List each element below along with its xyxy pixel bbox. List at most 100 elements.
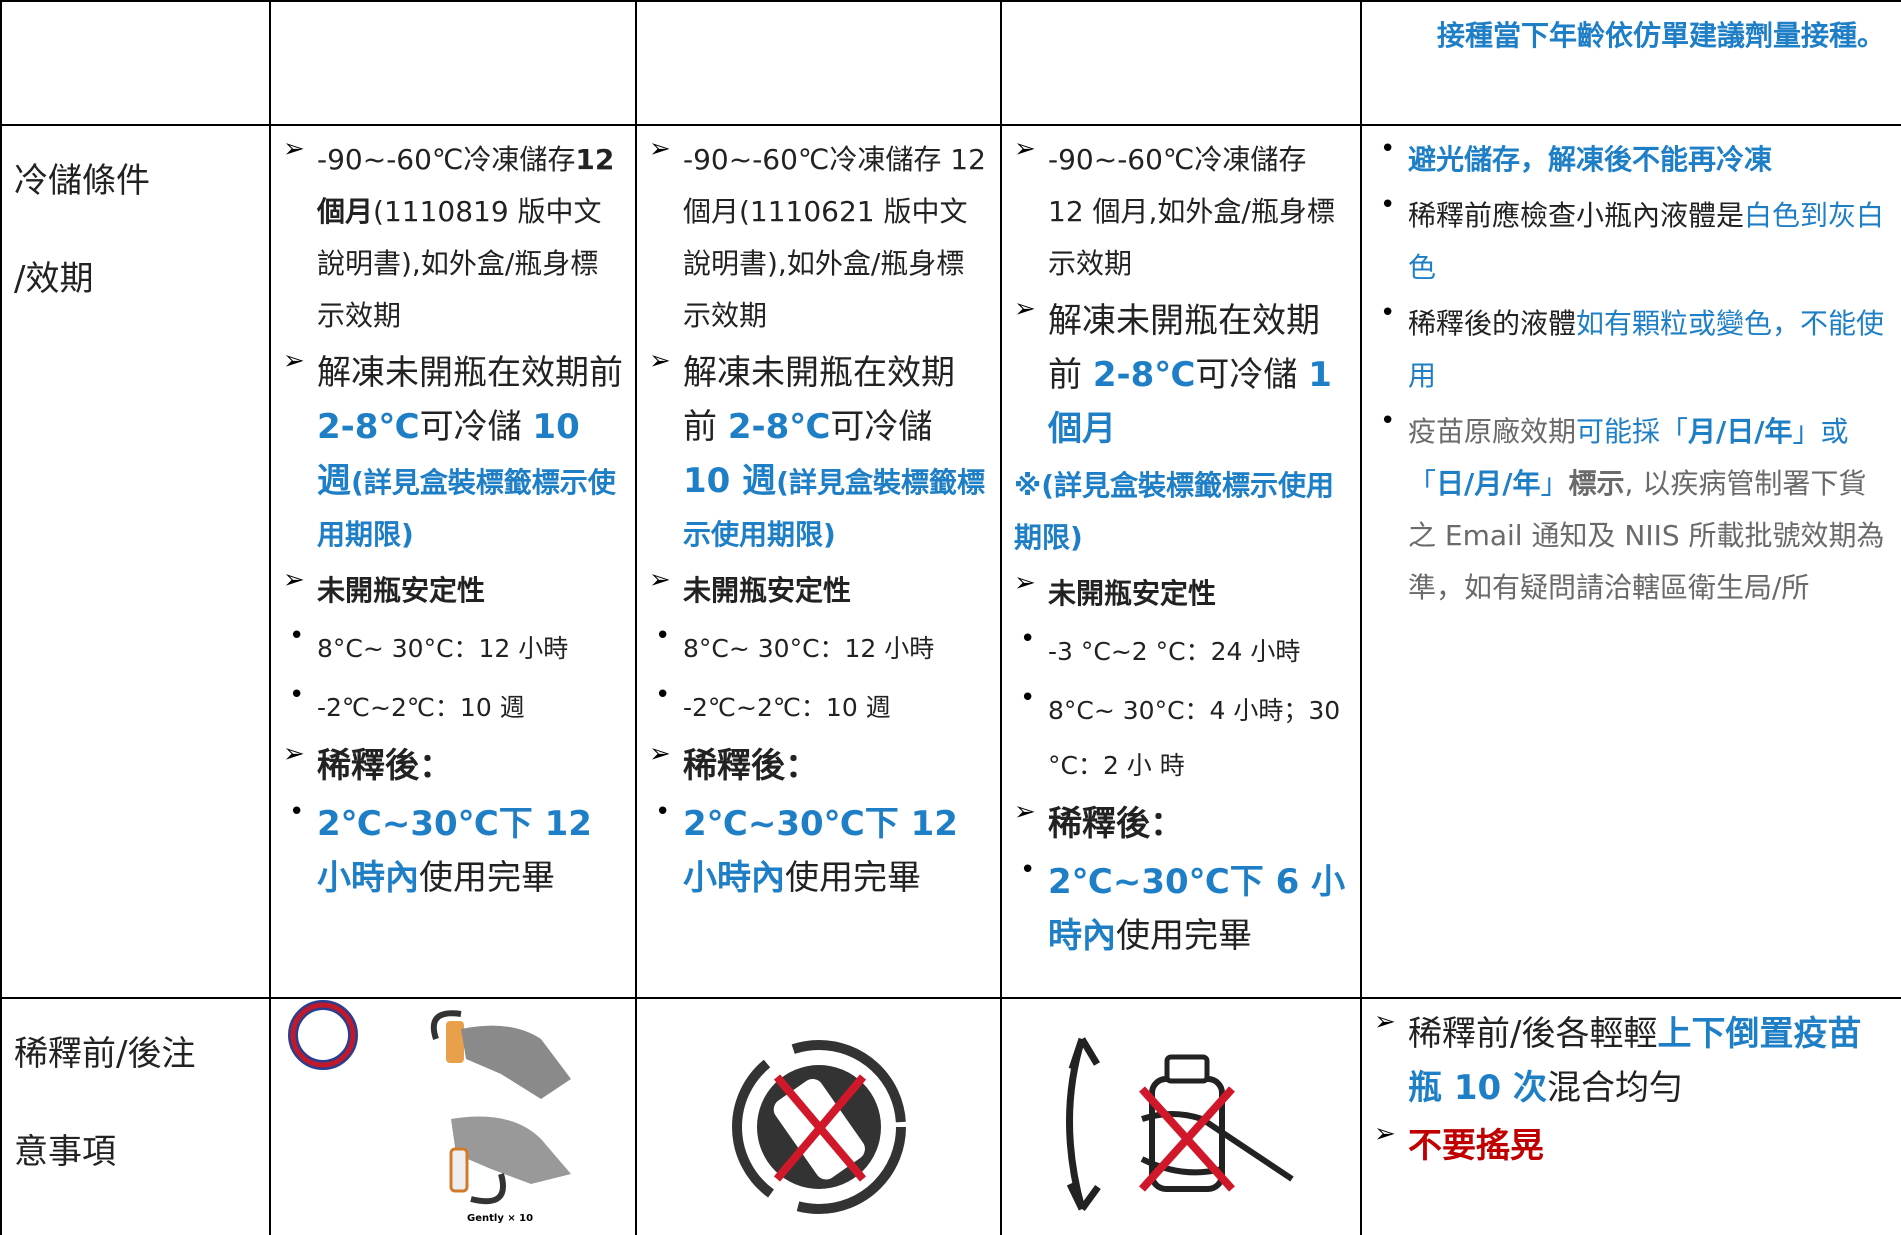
table-row: 冷儲條件/效期 -90~-60℃冷凍儲存12 個月(1110819 版中文說明書… bbox=[0, 124, 1901, 999]
invert-illustration: Gently × 10 bbox=[288, 1000, 571, 1224]
text-run: 日/月/年 bbox=[1436, 467, 1541, 500]
text-run: (1110819 版中文說明書),如外盒/瓶身標示效期 bbox=[317, 195, 602, 332]
paragraph: 2℃~30℃下 12 小時內使用完畢 bbox=[283, 797, 623, 905]
text-run: 10 週 bbox=[317, 407, 580, 501]
cell: 接種當下年齡依仿單建議劑量接種。 bbox=[1360, 0, 1901, 126]
text-run: 使用完畢 bbox=[419, 858, 555, 898]
text-run: 稀釋前/後各輕輕 bbox=[1408, 1014, 1658, 1054]
text-run: -90~-60℃冷凍儲存 12 個月(1110621 版中文說明書),如外盒/瓶… bbox=[683, 143, 986, 332]
text-run: 稀釋前應檢查小瓶內液體是 bbox=[1408, 199, 1745, 232]
cell: 稀釋前/後注 意事項 bbox=[0, 997, 271, 1235]
text-run: 2-8℃ bbox=[317, 407, 420, 447]
text-run: 可冷儲 bbox=[419, 407, 533, 447]
no-shake-illustration bbox=[732, 1040, 906, 1214]
text-run: 月/日/年 bbox=[1688, 415, 1793, 448]
cell bbox=[269, 0, 637, 126]
cell: 避光儲存，解凍後不能再冷凍稀釋前應檢查小瓶內液體是白色到灰白色稀釋後的液體如有顆… bbox=[1360, 124, 1901, 999]
text-run: 2-8℃ bbox=[1092, 355, 1196, 395]
cell: 稀釋前/後各輕輕上下倒置疫苗瓶 10 次混合均勻不要搖晃 bbox=[1360, 997, 1901, 1235]
text-run: -2℃~2℃：10 週 bbox=[317, 693, 525, 722]
text-run: 解凍未開瓶在效期前 bbox=[317, 353, 623, 393]
paragraph: 避光儲存，解凍後不能再冷凍 bbox=[1374, 134, 1889, 186]
text-run: 2℃~30℃下 12 小時內 bbox=[683, 804, 958, 898]
paragraph: 稀釋後： bbox=[283, 739, 623, 793]
text-run: 2℃~30℃下 12 小時內 bbox=[317, 804, 592, 898]
text-run: 稀釋後： bbox=[1048, 804, 1184, 844]
paragraph: /效期 bbox=[14, 252, 257, 306]
text-run: 2℃~30℃下 6 小時內 bbox=[1048, 862, 1346, 956]
text-run: 2-8℃ bbox=[727, 407, 831, 447]
cell: -90~-60℃冷凍儲存 12 個月,如外盒/瓶身標示效期解凍未開瓶在效期前 2… bbox=[1000, 124, 1362, 999]
table-row: 稀釋前/後注 意事項 Gently × 10 bbox=[0, 997, 1901, 1235]
paragraph: 解凍未開瓶在效期前 2-8℃可冷儲 10 週(詳見盒裝標籤標示使用期限) bbox=[283, 346, 623, 561]
text-run: 未開瓶安定性 bbox=[683, 574, 852, 607]
paragraph: 8°C~ 30°C：4 小時；30 °C：2 小 時 bbox=[1014, 683, 1348, 793]
paragraph: -90~-60℃冷凍儲存12 個月(1110819 版中文說明書),如外盒/瓶身… bbox=[283, 134, 623, 342]
cell: -90~-60℃冷凍儲存12 個月(1110819 版中文說明書),如外盒/瓶身… bbox=[269, 124, 637, 999]
paragraph: 稀釋前應檢查小瓶內液體是白色到灰白色 bbox=[1374, 190, 1889, 294]
text-run: ※(詳見盒裝標籤標示使用期限) bbox=[1014, 469, 1335, 554]
text-run: 稀釋後： bbox=[683, 746, 819, 786]
paragraph: 意事項 bbox=[14, 1125, 257, 1179]
paragraph: 稀釋前/後注 bbox=[14, 1027, 257, 1081]
paragraph: 稀釋後： bbox=[649, 739, 988, 793]
cell bbox=[0, 0, 271, 126]
cell: 冷儲條件/效期 bbox=[0, 124, 271, 999]
text-run: 稀釋後： bbox=[317, 746, 453, 786]
paragraph: 未開瓶安定性 bbox=[1014, 568, 1348, 620]
text-run: /效期 bbox=[14, 259, 94, 299]
text-run: 如有顆粒或變色，不能使用 bbox=[1408, 307, 1885, 392]
text-run: , 以疾病管制署下貨之 Email 通知及 NIIS 所載批號效期為準，如有疑問… bbox=[1408, 467, 1885, 604]
text-run: 白色到灰白色 bbox=[1408, 199, 1885, 284]
text-run: 12 個月 bbox=[317, 143, 615, 228]
text-run: 解凍未開瓶在效期前 bbox=[683, 353, 955, 447]
paragraph: 稀釋前/後各輕輕上下倒置疫苗瓶 10 次混合均勻 bbox=[1374, 1007, 1889, 1115]
text-run: 未開瓶安定性 bbox=[317, 574, 486, 607]
paragraph: -3 °C~2 °C：24 小時 bbox=[1014, 624, 1348, 679]
text-run: -90~-60℃冷凍儲存 12 個月,如外盒/瓶身標示效期 bbox=[1048, 143, 1335, 280]
cell: -90~-60℃冷凍儲存 12 個月(1110621 版中文說明書),如外盒/瓶… bbox=[635, 124, 1002, 999]
text-run: (詳見盒裝標籤標示使用期限) bbox=[317, 466, 616, 551]
text-run: 可能採「 bbox=[1576, 415, 1689, 448]
text-run: 疫苗原廠效期 bbox=[1408, 415, 1577, 448]
text-run: -2℃~2℃：10 週 bbox=[683, 693, 891, 722]
paragraph: 8°C~ 30°C：12 小時 bbox=[283, 621, 623, 676]
paragraph: 解凍未開瓶在效期前 2-8℃可冷儲 10 週(詳見盒裝標籤標示使用期限) bbox=[649, 346, 988, 561]
text-run: 避光儲存，解凍後不能再冷凍 bbox=[1408, 143, 1773, 176]
no-shake-hand-illustration bbox=[1066, 1037, 1294, 1212]
text-run: 接種當下年齡依仿單建議劑量接種。 bbox=[1437, 19, 1886, 52]
text-run: 」 bbox=[1540, 467, 1569, 500]
cell bbox=[1000, 997, 1362, 1235]
text-run: 可冷儲 bbox=[1195, 355, 1309, 395]
text-run: 意事項 bbox=[14, 1132, 116, 1172]
caption: Gently × 10 bbox=[467, 1213, 533, 1224]
paragraph: ※(詳見盒裝標籤標示使用期限) bbox=[1014, 460, 1348, 564]
text-run: 8°C~ 30°C：12 小時 bbox=[317, 634, 569, 663]
text-run: 冷儲條件 bbox=[14, 161, 150, 201]
text-run: 」或「 bbox=[1408, 415, 1849, 500]
paragraph: 稀釋後： bbox=[1014, 797, 1348, 851]
text-run: 1 個月 bbox=[1048, 355, 1332, 449]
paragraph: 8°C~ 30°C：12 小時 bbox=[649, 621, 988, 676]
text-run: 解凍未開瓶在效期前 bbox=[1048, 301, 1320, 395]
paragraph: 2℃~30℃下 6 小時內使用完畢 bbox=[1014, 855, 1348, 963]
text-run: 稀釋後的液體 bbox=[1408, 307, 1577, 340]
text-run: 8°C~ 30°C：12 小時 bbox=[683, 634, 935, 663]
text-run: 8°C~ 30°C：4 小時；30 °C：2 小 時 bbox=[1048, 696, 1341, 780]
text-run: 稀釋前/後注 bbox=[14, 1034, 196, 1074]
paragraph: -90~-60℃冷凍儲存 12 個月(1110621 版中文說明書),如外盒/瓶… bbox=[649, 134, 988, 342]
text-run: 未開瓶安定性 bbox=[1048, 577, 1217, 610]
paragraph: -2℃~2℃：10 週 bbox=[283, 680, 623, 735]
paragraph: 疫苗原廠效期可能採「月/日/年」或「日/月/年」標示, 以疾病管制署下貨之 Em… bbox=[1374, 406, 1889, 614]
paragraph: 未開瓶安定性 bbox=[283, 565, 623, 617]
cell bbox=[1000, 0, 1362, 126]
paragraph: 接種當下年齡依仿單建議劑量接種。 bbox=[1437, 10, 1889, 62]
text-run: 不要搖晃 bbox=[1408, 1126, 1544, 1166]
text-run: -90~-60℃冷凍儲存 bbox=[317, 143, 576, 176]
cell bbox=[635, 997, 1002, 1235]
text-run: 標示 bbox=[1568, 467, 1625, 500]
text-run: 混合均勻 bbox=[1547, 1068, 1683, 1108]
paragraph: 冷儲條件 bbox=[14, 154, 257, 208]
